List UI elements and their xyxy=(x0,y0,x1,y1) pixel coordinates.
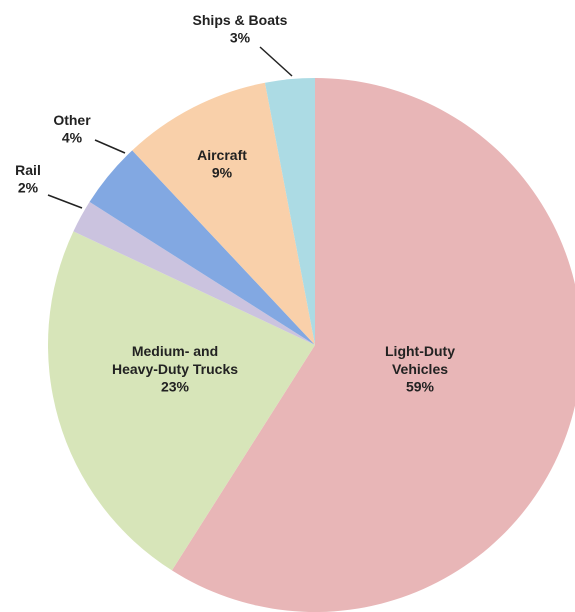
pie-slice xyxy=(73,201,315,345)
label-line: Other xyxy=(53,112,91,128)
pie-slice xyxy=(48,231,316,571)
slice-label: Light-Duty Vehicles xyxy=(385,343,455,377)
value-label: 9% xyxy=(212,165,233,181)
pie-slice xyxy=(264,78,315,345)
pie-slice xyxy=(171,78,575,612)
slice-label: Medium- and Heavy-Duty Trucks xyxy=(112,343,238,377)
value-label: 4% xyxy=(62,130,83,146)
label-line: Heavy-Duty Trucks xyxy=(112,361,238,377)
label-line: Light-Duty xyxy=(385,343,455,359)
label-line: Medium- and xyxy=(132,343,218,359)
pie-slice xyxy=(132,82,315,345)
label-line: Rail xyxy=(15,162,41,178)
slice-label: Rail xyxy=(15,162,41,178)
leader-line xyxy=(259,46,293,77)
pie-slice xyxy=(89,150,315,345)
slice-label: Aircraft xyxy=(197,147,247,163)
value-label: 2% xyxy=(18,180,39,196)
slice-label: Other xyxy=(53,112,91,128)
value-label: 3% xyxy=(230,30,251,46)
label-line: Aircraft xyxy=(197,147,247,163)
value-label: 59% xyxy=(406,379,435,395)
leader-line xyxy=(47,194,83,209)
label-line: Vehicles xyxy=(392,361,448,377)
leader-line xyxy=(94,139,126,154)
value-label: 23% xyxy=(161,379,190,395)
label-line: Ships & Boats xyxy=(193,12,288,28)
slice-label: Ships & Boats xyxy=(193,12,288,28)
